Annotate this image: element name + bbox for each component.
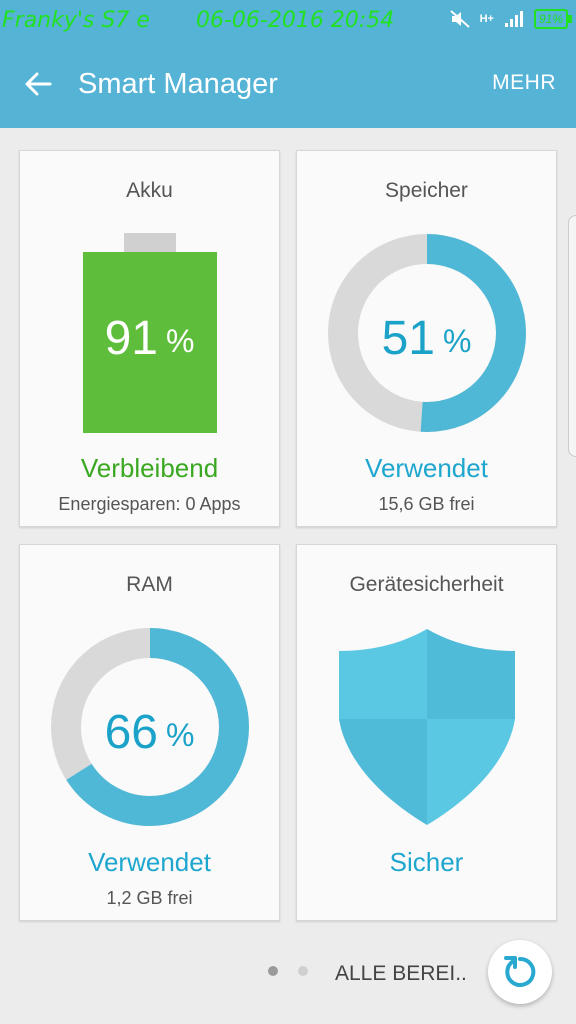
ram-status: Verwendet [88, 847, 211, 877]
storage-percentage: 51% [297, 314, 556, 368]
battery-icon: 91% [533, 9, 573, 29]
refresh-icon [504, 956, 536, 987]
ram-subtext: 1,2 GB frei [106, 888, 193, 908]
device-name: Franky's S7 e [2, 8, 150, 33]
storage-ring-used [328, 234, 526, 432]
ram-percentage: 66% [20, 708, 279, 762]
storage-card[interactable]: Speicher 51% Verwendet 15,6 GB frei [296, 150, 557, 527]
storage-status: Verwendet [365, 453, 488, 483]
ram-unit: % [165, 717, 195, 753]
page-title: Smart Manager [78, 68, 278, 100]
page-indicator-dot [298, 966, 308, 976]
battery-value: 91 [104, 312, 158, 365]
battery-subtext: Energiesparen: 0 Apps [58, 494, 241, 514]
battery-level-fill [83, 252, 217, 433]
status-bar: Franky's S7 e 06-06-2016 20:54 H+ 91% [0, 0, 576, 40]
storage-subtext: 15,6 GB frei [378, 494, 475, 514]
battery-status: Verbleibend [80, 453, 219, 483]
network-type-icon: H+ [479, 13, 494, 25]
battery-unit: % [165, 323, 195, 359]
status-datetime: 06-06-2016 20:54 [196, 8, 395, 33]
ram-value: 66 [104, 706, 158, 759]
next-page-card-peek[interactable] [568, 215, 576, 457]
security-card-title: Gerätesicherheit [349, 573, 504, 596]
security-status: Sicher [389, 847, 464, 877]
battery-card-title: Akku [126, 179, 173, 202]
storage-value: 51 [381, 312, 435, 365]
ram-card[interactable]: RAM 66% Verwendet 1,2 GB frei [19, 544, 280, 921]
app-bar: Smart Manager MEHR [0, 40, 576, 128]
status-icons: H+ 91% [449, 8, 573, 30]
more-button[interactable]: MEHR [492, 71, 556, 94]
shield-icon [339, 629, 515, 825]
refresh-button[interactable] [488, 940, 552, 1004]
storage-card-title: Speicher [385, 179, 468, 202]
storage-unit: % [442, 323, 472, 359]
page-indicator-dot-active [268, 966, 278, 976]
ram-ring-chart [51, 628, 249, 826]
back-arrow-icon[interactable] [22, 68, 54, 100]
security-card[interactable]: Gerätesicherheit Sicher [296, 544, 557, 921]
battery-card[interactable]: Akku 91% Verbleibend Energiesparen: 0 Ap… [19, 150, 280, 527]
all-areas-button[interactable]: ALLE BEREI.. [335, 962, 467, 985]
mute-icon [449, 10, 470, 28]
signal-icon [504, 11, 523, 27]
storage-ring-chart [328, 234, 526, 432]
ram-ring-used [51, 628, 249, 826]
battery-cap [124, 233, 176, 253]
ram-card-title: RAM [126, 573, 173, 596]
battery-percentage: 91% [20, 314, 279, 368]
